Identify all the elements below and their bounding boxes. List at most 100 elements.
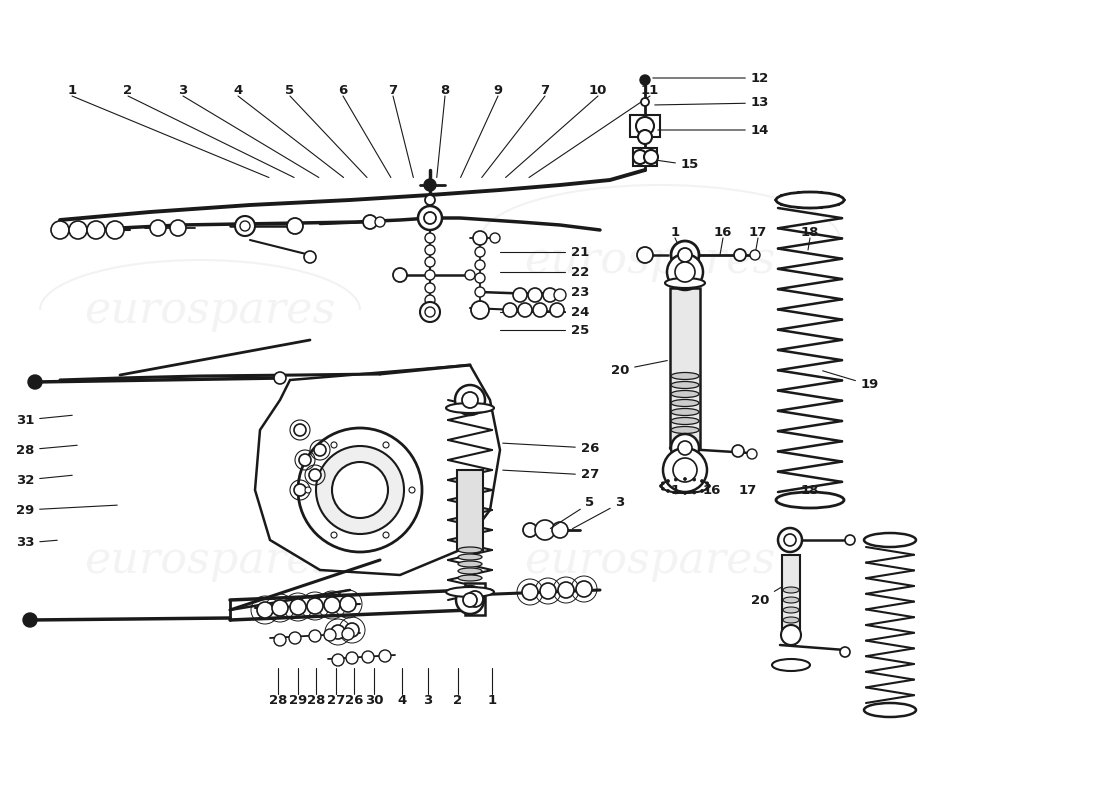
Circle shape xyxy=(345,623,359,637)
Circle shape xyxy=(409,487,415,493)
Text: 2: 2 xyxy=(123,83,133,97)
Ellipse shape xyxy=(671,409,698,415)
Circle shape xyxy=(465,270,475,280)
Circle shape xyxy=(331,442,337,448)
Circle shape xyxy=(535,520,556,540)
Circle shape xyxy=(316,446,404,534)
Text: 17: 17 xyxy=(749,226,767,238)
Text: 29: 29 xyxy=(289,694,307,706)
Circle shape xyxy=(332,654,344,666)
Circle shape xyxy=(693,491,695,494)
Text: 5: 5 xyxy=(285,83,295,97)
Circle shape xyxy=(331,625,345,639)
Text: 1: 1 xyxy=(670,483,680,497)
Bar xyxy=(632,148,657,166)
Circle shape xyxy=(840,647,850,657)
Circle shape xyxy=(632,150,647,164)
Circle shape xyxy=(644,150,658,164)
Text: 20: 20 xyxy=(751,586,782,606)
Circle shape xyxy=(346,652,358,664)
Circle shape xyxy=(463,593,477,607)
Text: 21: 21 xyxy=(571,246,590,258)
Text: eurospares: eurospares xyxy=(525,538,775,582)
Text: 22: 22 xyxy=(571,266,590,278)
Circle shape xyxy=(475,273,485,283)
Ellipse shape xyxy=(446,403,494,413)
Ellipse shape xyxy=(776,492,844,508)
Circle shape xyxy=(663,448,707,492)
Circle shape xyxy=(170,220,186,236)
Circle shape xyxy=(638,130,652,144)
Circle shape xyxy=(675,262,695,282)
Circle shape xyxy=(420,302,440,322)
Ellipse shape xyxy=(671,390,698,398)
Circle shape xyxy=(701,479,704,482)
Circle shape xyxy=(781,625,801,645)
Circle shape xyxy=(661,482,664,485)
Circle shape xyxy=(424,212,436,224)
Ellipse shape xyxy=(671,399,698,406)
Text: 31: 31 xyxy=(15,414,73,426)
Ellipse shape xyxy=(671,373,698,379)
Circle shape xyxy=(340,596,356,612)
Text: 30: 30 xyxy=(365,694,383,706)
Circle shape xyxy=(528,288,542,302)
Text: 26: 26 xyxy=(503,442,600,454)
Circle shape xyxy=(845,535,855,545)
Circle shape xyxy=(425,257,435,267)
Text: 3: 3 xyxy=(572,497,625,529)
Text: 6: 6 xyxy=(339,83,348,97)
Circle shape xyxy=(272,600,288,616)
Text: eurospares: eurospares xyxy=(85,289,336,331)
Text: 1: 1 xyxy=(67,83,77,97)
Circle shape xyxy=(683,478,686,481)
Circle shape xyxy=(240,221,250,231)
Circle shape xyxy=(558,582,574,598)
Text: 28: 28 xyxy=(15,443,77,457)
Circle shape xyxy=(707,485,711,487)
Text: 19: 19 xyxy=(823,370,879,391)
Circle shape xyxy=(324,597,340,613)
Circle shape xyxy=(732,445,744,457)
Circle shape xyxy=(383,532,389,538)
Circle shape xyxy=(51,221,69,239)
Text: 33: 33 xyxy=(15,537,57,550)
Text: 16: 16 xyxy=(714,226,733,238)
Circle shape xyxy=(674,478,678,481)
Circle shape xyxy=(661,487,664,490)
Circle shape xyxy=(274,372,286,384)
Text: 32: 32 xyxy=(15,474,73,486)
Circle shape xyxy=(640,75,650,85)
Circle shape xyxy=(503,303,517,317)
Circle shape xyxy=(518,303,532,317)
Text: 7: 7 xyxy=(540,83,550,97)
Circle shape xyxy=(235,216,255,236)
Circle shape xyxy=(747,449,757,459)
Text: 2: 2 xyxy=(453,694,463,706)
Circle shape xyxy=(678,248,692,262)
Text: 14: 14 xyxy=(658,123,769,137)
Text: 18: 18 xyxy=(801,483,820,497)
Bar xyxy=(456,470,483,550)
Circle shape xyxy=(309,630,321,642)
Circle shape xyxy=(425,295,435,305)
Circle shape xyxy=(375,217,385,227)
Ellipse shape xyxy=(783,617,799,623)
Circle shape xyxy=(552,522,568,538)
Circle shape xyxy=(637,247,653,263)
Circle shape xyxy=(289,632,301,644)
Circle shape xyxy=(257,602,273,618)
Circle shape xyxy=(784,534,796,546)
Circle shape xyxy=(475,287,485,297)
Circle shape xyxy=(462,392,478,408)
Ellipse shape xyxy=(864,703,916,717)
Circle shape xyxy=(28,375,42,389)
Text: 11: 11 xyxy=(641,83,659,97)
Circle shape xyxy=(342,628,354,640)
Circle shape xyxy=(425,270,435,280)
Circle shape xyxy=(305,487,311,493)
Polygon shape xyxy=(255,365,500,575)
Circle shape xyxy=(778,528,802,552)
Circle shape xyxy=(294,484,306,496)
Text: 12: 12 xyxy=(652,71,769,85)
